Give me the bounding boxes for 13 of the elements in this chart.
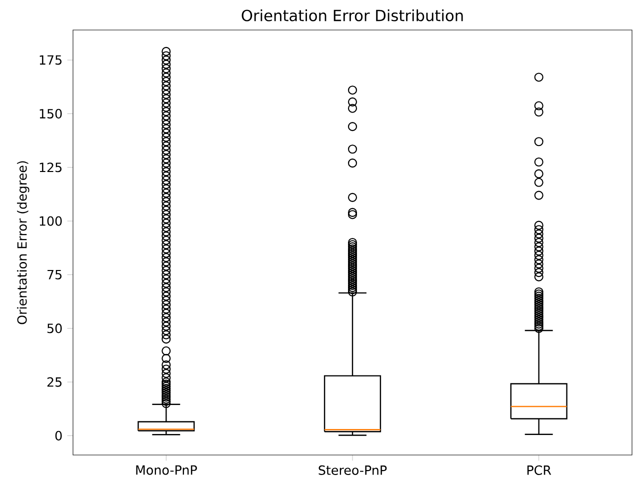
y-tick-label: 25 [47, 377, 62, 387]
y-tick-label: 75 [48, 270, 62, 280]
chart-title: Orientation Error Distribution [242, 9, 463, 22]
y-axis-title: Orientation Error (degree) [17, 161, 30, 324]
y-tick-label: 125 [40, 162, 62, 172]
y-tick-label: 150 [40, 108, 62, 119]
x-tick-label: Stereo-PnP [318, 465, 387, 475]
y-tick-label: 0 [55, 430, 62, 440]
y-tick-label: 100 [40, 216, 62, 226]
x-tick-label: PCR [527, 465, 552, 475]
y-tick-label: 50 [47, 324, 62, 334]
y-tick-label: 175 [40, 55, 62, 65]
x-tick-label: Mono-PnP [136, 465, 197, 475]
